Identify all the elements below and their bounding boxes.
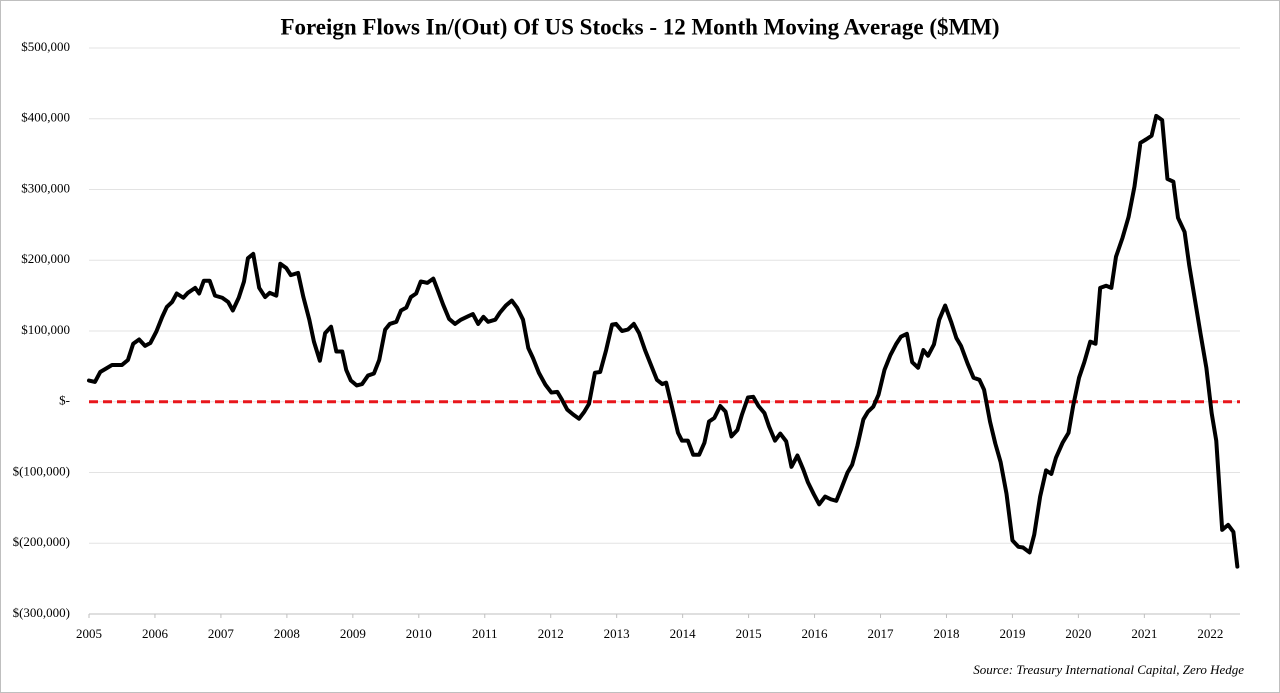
y-tick-label: $100,000 bbox=[21, 322, 70, 337]
chart-title: Foreign Flows In/(Out) Of US Stocks - 12… bbox=[280, 14, 999, 39]
y-tick-label: $(200,000) bbox=[13, 534, 70, 549]
x-tick-label: 2010 bbox=[406, 626, 432, 641]
x-tick-label: 2013 bbox=[604, 626, 630, 641]
x-tick-label: 2022 bbox=[1197, 626, 1223, 641]
x-tick-label: 2019 bbox=[999, 626, 1025, 641]
x-tick-label: 2018 bbox=[933, 626, 959, 641]
x-tick-label: 2008 bbox=[274, 626, 300, 641]
x-tick-label: 2021 bbox=[1131, 626, 1157, 641]
x-tick-label: 2012 bbox=[538, 626, 564, 641]
y-tick-label: $200,000 bbox=[21, 251, 70, 266]
y-tick-label: $400,000 bbox=[21, 110, 70, 125]
source-note: Source: Treasury International Capital, … bbox=[973, 662, 1244, 677]
x-tick-label: 2007 bbox=[208, 626, 235, 641]
y-tick-label: $(100,000) bbox=[13, 463, 70, 478]
x-tick-label: 2006 bbox=[142, 626, 169, 641]
x-tick-label: 2016 bbox=[802, 626, 829, 641]
x-tick-label: 2017 bbox=[868, 626, 895, 641]
x-tick-label: 2011 bbox=[472, 626, 498, 641]
data-line bbox=[87, 113, 1240, 569]
y-tick-label: $(300,000) bbox=[13, 605, 70, 620]
y-tick-label: $- bbox=[59, 393, 70, 408]
x-tick-label: 2020 bbox=[1065, 626, 1091, 641]
y-tick-label: $300,000 bbox=[21, 180, 70, 195]
x-tick-label: 2014 bbox=[670, 626, 697, 641]
x-tick-label: 2015 bbox=[736, 626, 762, 641]
x-tick-label: 2005 bbox=[76, 626, 102, 641]
x-tick-label: 2009 bbox=[340, 626, 366, 641]
y-tick-label: $500,000 bbox=[21, 39, 70, 54]
